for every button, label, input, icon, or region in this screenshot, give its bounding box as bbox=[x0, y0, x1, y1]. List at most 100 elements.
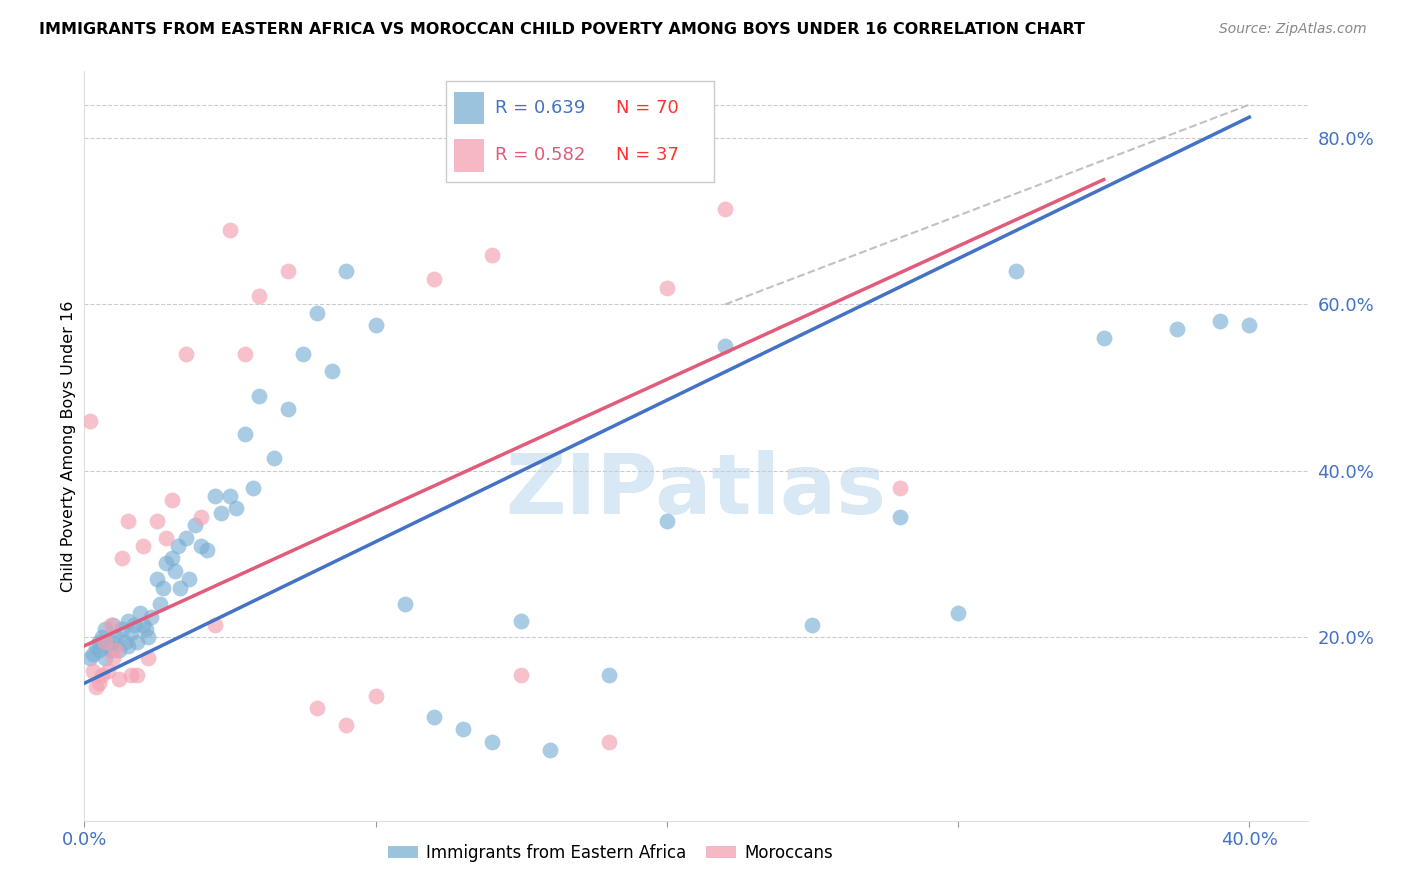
Point bbox=[131, 618, 153, 632]
Point bbox=[1209, 314, 1232, 328]
Point bbox=[87, 643, 110, 657]
Y-axis label: Child Poverty Among Boys Under 16: Child Poverty Among Boys Under 16 bbox=[60, 301, 76, 591]
Point bbox=[184, 518, 207, 533]
Point bbox=[801, 618, 824, 632]
Point bbox=[138, 651, 160, 665]
Point bbox=[451, 722, 474, 736]
Point bbox=[100, 643, 122, 657]
Point bbox=[93, 634, 115, 648]
Point bbox=[247, 289, 270, 303]
Point bbox=[219, 222, 242, 236]
Point bbox=[219, 489, 242, 503]
Point bbox=[394, 597, 416, 611]
Point bbox=[510, 614, 533, 628]
Point bbox=[160, 551, 183, 566]
Point bbox=[79, 414, 101, 428]
Text: R = 0.582: R = 0.582 bbox=[495, 146, 585, 164]
Point bbox=[598, 734, 620, 748]
Point bbox=[125, 634, 148, 648]
Point bbox=[655, 281, 678, 295]
Point bbox=[209, 506, 232, 520]
Bar bbox=[454, 92, 484, 124]
Point bbox=[166, 539, 188, 553]
Point bbox=[364, 689, 387, 703]
Point bbox=[263, 451, 285, 466]
Point bbox=[125, 668, 148, 682]
Point bbox=[122, 618, 145, 632]
Point bbox=[111, 622, 134, 636]
Point bbox=[105, 643, 128, 657]
Point bbox=[247, 389, 270, 403]
Point bbox=[117, 614, 139, 628]
Point bbox=[138, 631, 160, 645]
Point bbox=[1166, 322, 1188, 336]
Point bbox=[117, 639, 139, 653]
Point bbox=[233, 347, 256, 361]
Text: IMMIGRANTS FROM EASTERN AFRICA VS MOROCCAN CHILD POVERTY AMONG BOYS UNDER 16 COR: IMMIGRANTS FROM EASTERN AFRICA VS MOROCC… bbox=[39, 22, 1085, 37]
Text: R = 0.639: R = 0.639 bbox=[495, 99, 585, 117]
Point bbox=[155, 531, 177, 545]
Point bbox=[233, 426, 256, 441]
Point bbox=[103, 618, 125, 632]
Point bbox=[364, 318, 387, 333]
Point bbox=[335, 718, 357, 732]
Bar bbox=[454, 139, 484, 171]
Point bbox=[510, 668, 533, 682]
Point bbox=[889, 509, 911, 524]
Point bbox=[174, 531, 197, 545]
Point bbox=[97, 664, 120, 678]
Point bbox=[84, 639, 107, 653]
Point bbox=[97, 639, 120, 653]
Point bbox=[174, 347, 197, 361]
Point bbox=[84, 681, 107, 695]
Text: ZIPatlas: ZIPatlas bbox=[506, 450, 886, 532]
Point bbox=[204, 618, 226, 632]
Point bbox=[307, 306, 329, 320]
Text: N = 70: N = 70 bbox=[616, 99, 678, 117]
Point bbox=[1092, 331, 1115, 345]
Point bbox=[179, 572, 201, 586]
Point bbox=[128, 606, 150, 620]
Point bbox=[131, 539, 153, 553]
Point bbox=[93, 622, 115, 636]
Point bbox=[120, 626, 142, 640]
Point bbox=[114, 634, 136, 648]
Point bbox=[655, 514, 678, 528]
Point bbox=[481, 247, 503, 261]
Point bbox=[307, 701, 329, 715]
Point bbox=[155, 556, 177, 570]
Point bbox=[714, 339, 737, 353]
Point bbox=[190, 509, 212, 524]
Point bbox=[105, 631, 128, 645]
Point bbox=[87, 634, 110, 648]
Point bbox=[481, 734, 503, 748]
Point bbox=[149, 597, 172, 611]
Point bbox=[277, 401, 299, 416]
Point bbox=[111, 551, 134, 566]
Point bbox=[225, 501, 247, 516]
Point bbox=[141, 609, 163, 624]
Point bbox=[103, 634, 125, 648]
Point bbox=[169, 581, 191, 595]
Point bbox=[538, 743, 561, 757]
Point bbox=[79, 651, 101, 665]
Point bbox=[423, 272, 446, 286]
Point bbox=[291, 347, 314, 361]
Text: Source: ZipAtlas.com: Source: ZipAtlas.com bbox=[1219, 22, 1367, 37]
Point bbox=[90, 668, 112, 682]
Point bbox=[82, 664, 104, 678]
Point bbox=[195, 543, 218, 558]
Point bbox=[108, 643, 131, 657]
Legend: Immigrants from Eastern Africa, Moroccans: Immigrants from Eastern Africa, Moroccan… bbox=[381, 838, 839, 869]
Text: N = 37: N = 37 bbox=[616, 146, 679, 164]
FancyBboxPatch shape bbox=[446, 81, 714, 182]
Point bbox=[1239, 318, 1261, 333]
Point bbox=[117, 514, 139, 528]
Point bbox=[152, 581, 174, 595]
Point bbox=[146, 514, 169, 528]
Point bbox=[120, 668, 142, 682]
Point bbox=[108, 672, 131, 686]
Point bbox=[714, 202, 737, 216]
Point bbox=[146, 572, 169, 586]
Point bbox=[204, 489, 226, 503]
